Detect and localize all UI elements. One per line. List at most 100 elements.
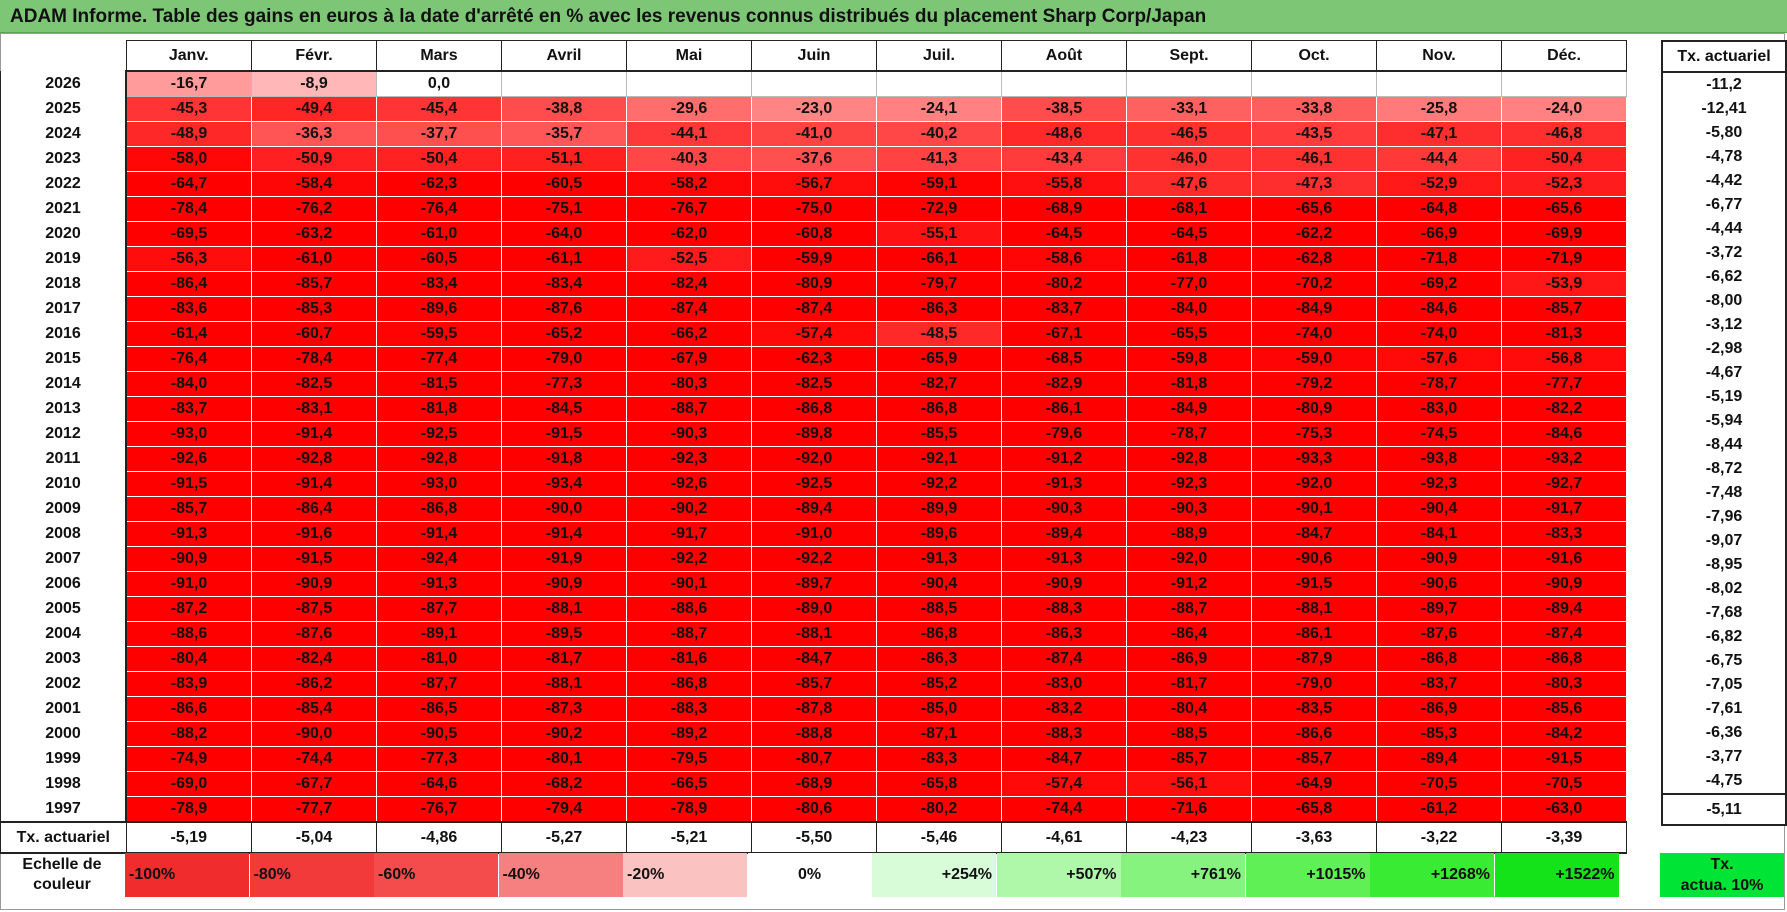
gain-cell: -52,5	[626, 246, 752, 272]
color-scale-swatch: -20%	[623, 853, 747, 897]
gain-cell: -53,9	[1501, 271, 1627, 297]
year-label: 2005	[0, 596, 127, 622]
year-label: 2021	[0, 196, 127, 222]
actuarial-rate-cell: -6,62	[1661, 265, 1787, 289]
gain-cell: -59,1	[876, 171, 1002, 197]
gain-cell: -86,2	[251, 671, 377, 697]
gain-cell: -85,3	[1376, 721, 1502, 747]
year-row: 2000 -88,2 -90,0 -90,5 -90,2 -89,2 -88,8 -87,1-…	[0, 721, 1627, 747]
year-row: 1997 -78,9 -77,7 -76,7 -79,4 -78,9 -80,6 -80,2-…	[0, 796, 1627, 823]
corner-cell	[0, 40, 126, 71]
gain-cell: -90,2	[501, 721, 627, 747]
gain-cell: -82,2	[1501, 396, 1627, 422]
gain-cell: -89,6	[376, 296, 502, 322]
gain-cell: -89,4	[751, 496, 877, 522]
gain-cell: -81,7	[1126, 671, 1252, 697]
gain-cell: -87,8	[751, 696, 877, 722]
gain-cell: -80,9	[1251, 396, 1377, 422]
actuarial-rate-cell: -5,19	[1661, 385, 1787, 409]
gain-cell: -63,0	[1501, 796, 1627, 823]
gain-cell: -74,0	[1376, 321, 1502, 347]
gain-cell: -74,4	[1001, 796, 1127, 823]
gain-cell: -69,2	[1376, 271, 1502, 297]
gain-cell: -88,5	[1126, 721, 1252, 747]
gain-cell: -69,0	[125, 771, 252, 797]
gain-cell: -38,5	[1001, 96, 1127, 122]
gain-cell: -92,2	[626, 546, 752, 572]
gain-cell: -75,1	[501, 196, 627, 222]
gain-cell	[1251, 70, 1377, 97]
gain-cell: -43,5	[1251, 121, 1377, 147]
gain-cell: -89,4	[1501, 596, 1627, 622]
gain-cell: -52,9	[1376, 171, 1502, 197]
gain-cell	[751, 70, 877, 97]
gain-cell: -91,5	[125, 471, 252, 497]
gain-cell: -80,6	[751, 796, 877, 823]
gain-cell: -47,1	[1376, 121, 1502, 147]
gain-cell: -88,7	[1126, 596, 1252, 622]
gain-cell: -92,5	[376, 421, 502, 447]
gain-cell: -75,0	[751, 196, 877, 222]
gain-cell: -80,3	[626, 371, 752, 397]
gain-cell: -72,9	[876, 196, 1002, 222]
gain-cell: -80,9	[751, 271, 877, 297]
gain-cell: -68,2	[501, 771, 627, 797]
gain-cell: -89,0	[751, 596, 877, 622]
actuarial-rate-cell: -7,48	[1661, 481, 1787, 505]
gain-cell: -88,1	[751, 621, 877, 647]
color-scale-swatch: +1015%	[1245, 853, 1370, 897]
gain-cell: -60,7	[251, 321, 377, 347]
gain-cell: -83,7	[125, 396, 252, 422]
gain-cell: -88,8	[751, 721, 877, 747]
gain-cell: -92,0	[1126, 546, 1252, 572]
page-title: ADAM Informe. Table des gains en euros à…	[0, 0, 1787, 33]
gain-cell: -84,0	[125, 371, 252, 397]
gain-cell	[1001, 70, 1127, 97]
gain-cell: -35,7	[501, 121, 627, 147]
gain-cell: -91,2	[1001, 446, 1127, 472]
gain-cell: -78,7	[1376, 371, 1502, 397]
gain-cell: -90,9	[125, 546, 252, 572]
gain-cell: -91,6	[251, 521, 377, 547]
actuarial-rate-cell: -8,00	[1661, 289, 1787, 313]
total-rate-cell: -4,23	[1126, 821, 1252, 854]
gain-cell: -81,6	[626, 646, 752, 672]
gain-cell: -91,3	[876, 546, 1002, 572]
gain-cell: -87,9	[1251, 646, 1377, 672]
gain-cell: -45,4	[376, 96, 502, 122]
year-row: 2023 -58,0 -50,9 -50,4 -51,1 -40,3 -37,6 -41,3-…	[0, 146, 1627, 172]
total-rate-cell: -5,04	[251, 821, 377, 854]
gain-cell: -91,0	[751, 521, 877, 547]
gain-cell: -76,4	[376, 196, 502, 222]
actuarial-swatch-line1: Tx.	[1710, 856, 1734, 873]
gain-cell: -25,8	[1376, 96, 1502, 122]
gain-cell: -92,3	[1376, 471, 1502, 497]
gain-cell: -80,2	[1001, 271, 1127, 297]
gain-cell: -52,3	[1501, 171, 1627, 197]
gain-cell: -90,1	[1251, 496, 1377, 522]
gain-cell: -86,4	[125, 271, 252, 297]
month-header-row: Janv. Févr. Mars Avril Mai Juin Juil. Août Sept.…	[0, 40, 1627, 72]
color-scale-swatch: -40%	[498, 853, 623, 897]
gain-cell: -62,3	[751, 346, 877, 372]
gain-cell	[501, 70, 627, 97]
gains-table-body: 2026 -16,7 -8,9 0,0 2025 -45,3 -49,4 -45,4 -38,8…	[0, 70, 1627, 854]
gain-cell: -78,9	[626, 796, 752, 823]
month-header: Déc.	[1501, 40, 1627, 72]
gain-cell: -61,1	[501, 246, 627, 272]
overall-actuarial-rate: -5,11	[1661, 793, 1787, 826]
gain-cell: -88,7	[626, 396, 752, 422]
gain-cell: -74,9	[125, 746, 252, 772]
gain-cell: -85,7	[125, 496, 252, 522]
gain-cell: -88,5	[876, 596, 1002, 622]
month-header: Févr.	[251, 40, 377, 72]
year-row: 2015 -76,4 -78,4 -77,4 -79,0 -67,9 -62,3 -65,9-…	[0, 346, 1627, 372]
gain-cell: -91,5	[1501, 746, 1627, 772]
gain-cell: -57,6	[1376, 346, 1502, 372]
gain-cell: -74,0	[1251, 321, 1377, 347]
gain-cell: -80,2	[876, 796, 1002, 823]
gain-cell: -59,8	[1126, 346, 1252, 372]
gain-cell: -85,7	[251, 271, 377, 297]
gain-cell: -92,6	[125, 446, 252, 472]
gain-cell: -29,6	[626, 96, 752, 122]
